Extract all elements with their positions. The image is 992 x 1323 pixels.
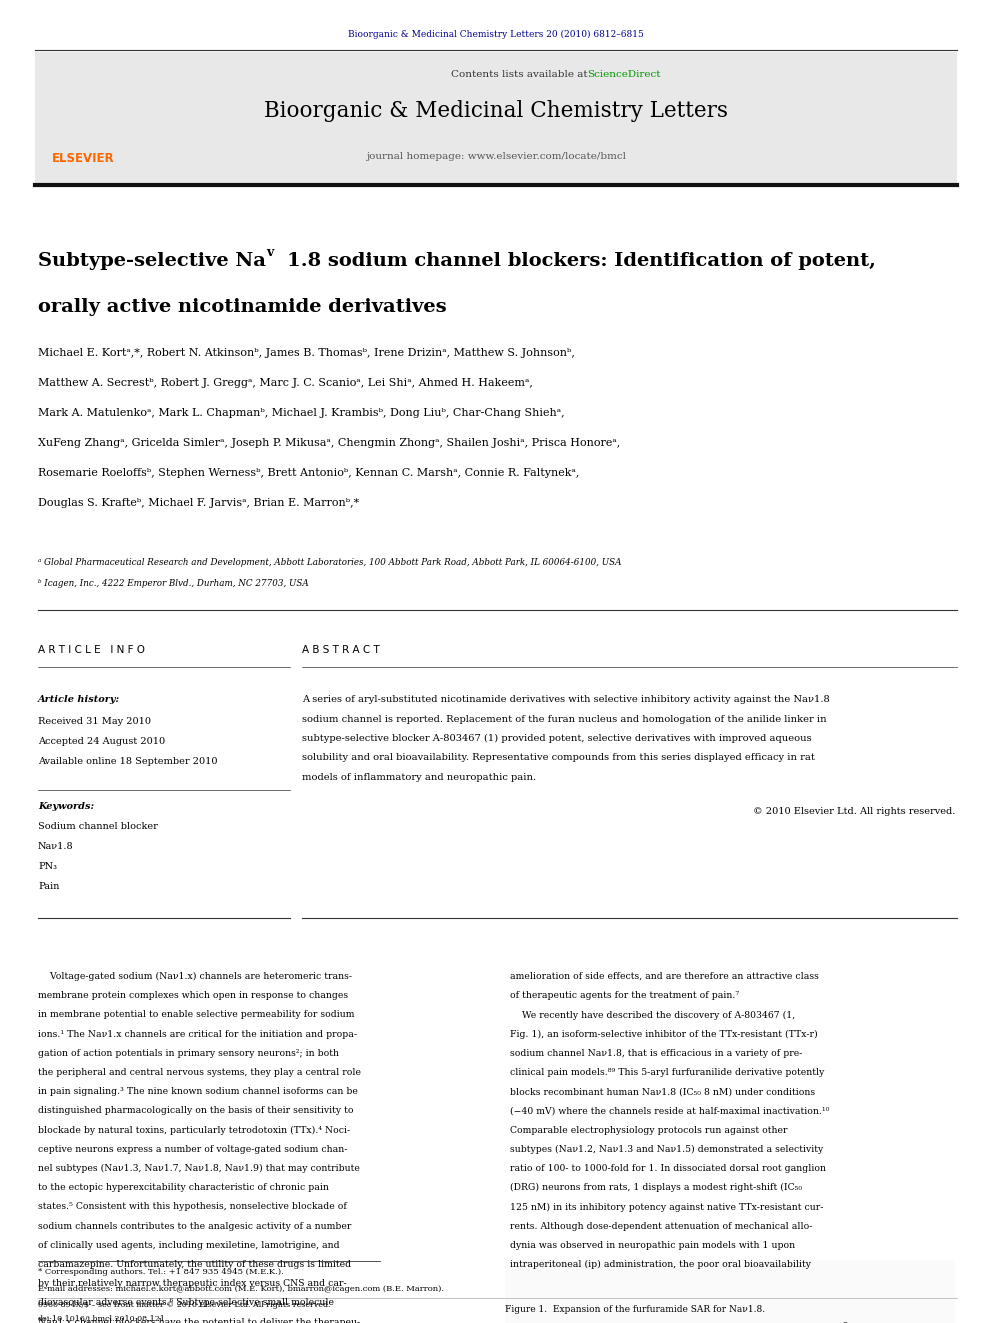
Text: intraperitoneal (ip) administration, the poor oral bioavailability: intraperitoneal (ip) administration, the… [510, 1259, 811, 1269]
Text: * Corresponding authors. Tel.: +1 847 935 4945 (M.E.K.).: * Corresponding authors. Tel.: +1 847 93… [38, 1267, 284, 1275]
Text: A series of aryl-substituted nicotinamide derivatives with selective inhibitory : A series of aryl-substituted nicotinamid… [302, 695, 829, 704]
Text: to the ectopic hyperexcitability characteristic of chronic pain: to the ectopic hyperexcitability charact… [38, 1183, 329, 1192]
Text: solubility and oral bioavailability. Representative compounds from this series d: solubility and oral bioavailability. Rep… [302, 754, 814, 762]
Text: ᵃ Global Pharmaceutical Research and Development, Abbott Laboratories, 100 Abbot: ᵃ Global Pharmaceutical Research and Dev… [38, 558, 622, 568]
Text: Article history:: Article history: [38, 695, 120, 704]
Text: Douglas S. Krafteᵇ, Michael F. Jarvisᵃ, Brian E. Marronᵇ,*: Douglas S. Krafteᵇ, Michael F. Jarvisᵃ, … [38, 497, 359, 508]
Text: sodium channels contributes to the analgesic activity of a number: sodium channels contributes to the analg… [38, 1221, 351, 1230]
Text: Figure 1.  Expansion of the furfuramide SAR for Naν1.8.: Figure 1. Expansion of the furfuramide S… [505, 1304, 765, 1314]
Text: membrane protein complexes which open in response to changes: membrane protein complexes which open in… [38, 991, 348, 1000]
Text: Voltage-gated sodium (Naν1.x) channels are heteromeric trans-: Voltage-gated sodium (Naν1.x) channels a… [38, 972, 352, 982]
Text: A B S T R A C T: A B S T R A C T [302, 646, 380, 655]
Text: of therapeutic agents for the treatment of pain.⁷: of therapeutic agents for the treatment … [510, 991, 739, 1000]
Text: rents. Although dose-dependent attenuation of mechanical allo-: rents. Although dose-dependent attenuati… [510, 1221, 812, 1230]
Text: distinguished pharmacologically on the basis of their sensitivity to: distinguished pharmacologically on the b… [38, 1106, 353, 1115]
Text: (DRG) neurons from rats, 1 displays a modest right-shift (IC₅₀: (DRG) neurons from rats, 1 displays a mo… [510, 1183, 803, 1192]
Text: © 2010 Elsevier Ltd. All rights reserved.: © 2010 Elsevier Ltd. All rights reserved… [753, 807, 955, 816]
Text: journal homepage: www.elsevier.com/locate/bmcl: journal homepage: www.elsevier.com/locat… [366, 152, 626, 161]
Text: 0960-894X/$ – see front matter © 2010 Elsevier Ltd. All rights reserved.: 0960-894X/$ – see front matter © 2010 El… [38, 1301, 330, 1308]
Text: the peripheral and central nervous systems, they play a central role: the peripheral and central nervous syste… [38, 1068, 361, 1077]
Text: ratio of 100- to 1000-fold for 1. In dissociated dorsal root ganglion: ratio of 100- to 1000-fold for 1. In dis… [510, 1164, 826, 1174]
Text: E-mail addresses: michael.e.kort@abbott.com (M.E. Kort), bmarron@icagen.com (B.E: E-mail addresses: michael.e.kort@abbott.… [38, 1285, 444, 1293]
Text: diovascular adverse events.⁶ Subtype-selective small molecule: diovascular adverse events.⁶ Subtype-sel… [38, 1298, 334, 1307]
Text: Accepted 24 August 2010: Accepted 24 August 2010 [38, 737, 165, 746]
Text: Comparable electrophysiology protocols run against other: Comparable electrophysiology protocols r… [510, 1126, 788, 1135]
Text: 125 nM) in its inhibitory potency against native TTx-resistant cur-: 125 nM) in its inhibitory potency agains… [510, 1203, 823, 1212]
Text: We recently have described the discovery of A-803467 (1,: We recently have described the discovery… [510, 1011, 796, 1020]
Text: Bioorganic & Medicinal Chemistry Letters 20 (2010) 6812–6815: Bioorganic & Medicinal Chemistry Letters… [348, 30, 644, 40]
Text: carbamazepine. Unfortunately, the utility of these drugs is limited: carbamazepine. Unfortunately, the utilit… [38, 1259, 351, 1269]
Text: ions.¹ The Naν1.x channels are critical for the initiation and propa-: ions.¹ The Naν1.x channels are critical … [38, 1029, 357, 1039]
Text: subtype-selective blocker A-803467 (1) provided potent, selective derivatives wi: subtype-selective blocker A-803467 (1) p… [302, 734, 811, 744]
Text: ᵇ Icagen, Inc., 4222 Emperor Blvd., Durham, NC 27703, USA: ᵇ Icagen, Inc., 4222 Emperor Blvd., Durh… [38, 579, 309, 587]
Text: Rosemarie Roeloffsᵇ, Stephen Wernessᵇ, Brett Antonioᵇ, Kennan C. Marshᵃ, Connie : Rosemarie Roeloffsᵇ, Stephen Wernessᵇ, B… [38, 468, 579, 478]
Text: Contents lists available at: Contents lists available at [451, 70, 591, 79]
Text: ScienceDirect: ScienceDirect [587, 70, 661, 79]
Text: Naν1.x channel blockers have the potential to deliver the therapeu-: Naν1.x channel blockers have the potenti… [38, 1318, 360, 1323]
Text: v: v [266, 246, 273, 259]
Text: dynia was observed in neuropathic pain models with 1 upon: dynia was observed in neuropathic pain m… [510, 1241, 796, 1250]
Bar [35, 52, 957, 185]
Text: Fig. 1), an isoform-selective inhibitor of the TTx-resistant (TTx-r): Fig. 1), an isoform-selective inhibitor … [510, 1029, 817, 1039]
Text: in pain signaling.³ The nine known sodium channel isoforms can be: in pain signaling.³ The nine known sodiu… [38, 1088, 358, 1097]
Text: Sodium channel blocker: Sodium channel blocker [38, 822, 158, 831]
Text: Bioorganic & Medicinal Chemistry Letters: Bioorganic & Medicinal Chemistry Letters [264, 101, 728, 122]
Text: PN₃: PN₃ [38, 863, 57, 871]
Text: Naν1.8: Naν1.8 [38, 841, 73, 851]
Text: by their relatively narrow therapeutic index versus CNS and car-: by their relatively narrow therapeutic i… [38, 1279, 346, 1289]
Text: states.⁵ Consistent with this hypothesis, nonselective blockade of: states.⁵ Consistent with this hypothesis… [38, 1203, 347, 1212]
Text: of clinically used agents, including mexiletine, lamotrigine, and: of clinically used agents, including mex… [38, 1241, 339, 1250]
Text: in membrane potential to enable selective permeability for sodium: in membrane potential to enable selectiv… [38, 1011, 354, 1020]
Text: Mark A. Matulenkoᵃ, Mark L. Chapmanᵇ, Michael J. Krambisᵇ, Dong Liuᵇ, Char-Chang: Mark A. Matulenkoᵃ, Mark L. Chapmanᵇ, Mi… [38, 407, 564, 418]
Text: 1.8 sodium channel blockers: Identification of potent,: 1.8 sodium channel blockers: Identificat… [287, 251, 876, 270]
Bar [505, 1259, 955, 1323]
Text: blocks recombinant human Naν1.8 (IC₅₀ 8 nM) under conditions: blocks recombinant human Naν1.8 (IC₅₀ 8 … [510, 1088, 815, 1097]
Text: A R T I C L E   I N F O: A R T I C L E I N F O [38, 646, 145, 655]
Text: ceptive neurons express a number of voltage-gated sodium chan-: ceptive neurons express a number of volt… [38, 1144, 347, 1154]
Text: orally active nicotinamide derivatives: orally active nicotinamide derivatives [38, 298, 446, 316]
Text: XuFeng Zhangᵃ, Gricelda Simlerᵃ, Joseph P. Mikusaᵃ, Chengmin Zhongᵃ, Shailen Jos: XuFeng Zhangᵃ, Gricelda Simlerᵃ, Joseph … [38, 438, 620, 448]
Text: amelioration of side effects, and are therefore an attractive class: amelioration of side effects, and are th… [510, 972, 818, 980]
Text: clinical pain models.⁸⁹ This 5-aryl furfuranilide derivative potently: clinical pain models.⁸⁹ This 5-aryl furf… [510, 1068, 824, 1077]
Text: sodium channel Naν1.8, that is efficacious in a variety of pre-: sodium channel Naν1.8, that is efficacio… [510, 1049, 803, 1058]
Text: blockade by natural toxins, particularly tetrodotoxin (TTx).⁴ Noci-: blockade by natural toxins, particularly… [38, 1126, 350, 1135]
Text: sodium channel is reported. Replacement of the furan nucleus and homologation of: sodium channel is reported. Replacement … [302, 714, 826, 724]
Text: nel subtypes (Naν1.3, Naν1.7, Naν1.8, Naν1.9) that may contribute: nel subtypes (Naν1.3, Naν1.7, Naν1.8, Na… [38, 1164, 360, 1174]
Text: (−40 mV) where the channels reside at half-maximal inactivation.¹⁰: (−40 mV) where the channels reside at ha… [510, 1106, 829, 1115]
Text: ELSEVIER: ELSEVIER [52, 152, 115, 165]
Text: gation of action potentials in primary sensory neurons²; in both: gation of action potentials in primary s… [38, 1049, 339, 1058]
Text: Michael E. Kortᵃ,*, Robert N. Atkinsonᵇ, James B. Thomasᵇ, Irene Drizinᵃ, Matthe: Michael E. Kortᵃ,*, Robert N. Atkinsonᵇ,… [38, 348, 575, 359]
Text: models of inflammatory and neuropathic pain.: models of inflammatory and neuropathic p… [302, 773, 536, 782]
Text: Matthew A. Secrestᵇ, Robert J. Greggᵃ, Marc J. C. Scanioᵃ, Lei Shiᵃ, Ahmed H. Ha: Matthew A. Secrestᵇ, Robert J. Greggᵃ, M… [38, 378, 533, 388]
Text: Received 31 May 2010: Received 31 May 2010 [38, 717, 151, 726]
Text: Subtype-selective Na: Subtype-selective Na [38, 251, 266, 270]
Text: Keywords:: Keywords: [38, 802, 94, 811]
Text: doi:10.1016/j.bmcl.2010.08.121: doi:10.1016/j.bmcl.2010.08.121 [38, 1315, 166, 1323]
Text: Pain: Pain [38, 882, 60, 890]
Text: Available online 18 September 2010: Available online 18 September 2010 [38, 757, 217, 766]
Text: subtypes (Naν1.2, Naν1.3 and Naν1.5) demonstrated a selectivity: subtypes (Naν1.2, Naν1.3 and Naν1.5) dem… [510, 1144, 823, 1154]
